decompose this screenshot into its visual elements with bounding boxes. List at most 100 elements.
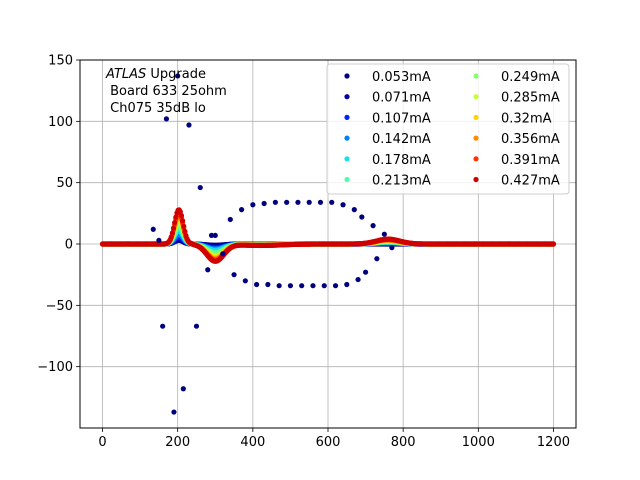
legend-item: 0.427mA xyxy=(473,174,560,189)
legend-marker xyxy=(473,156,479,162)
legend-label: 0.32mA xyxy=(501,111,552,126)
legend-marker xyxy=(344,135,350,141)
data-point xyxy=(170,225,177,231)
data-point xyxy=(172,219,178,226)
data-points xyxy=(99,73,557,415)
data-point xyxy=(344,281,350,288)
x-tick-label: 600 xyxy=(316,435,341,450)
data-point xyxy=(295,199,301,205)
legend-marker xyxy=(473,94,479,100)
legend-item: 0.285mA xyxy=(473,91,560,106)
y-tick-label: −50 xyxy=(46,299,73,314)
data-point xyxy=(168,234,174,240)
data-point xyxy=(340,202,346,208)
legend-marker xyxy=(473,114,479,120)
y-tick-label: 50 xyxy=(56,176,73,191)
data-point xyxy=(250,202,256,208)
data-point xyxy=(329,199,335,205)
data-point xyxy=(171,409,177,415)
data-point xyxy=(169,230,176,236)
data-point xyxy=(227,216,233,223)
data-point xyxy=(351,207,357,213)
legend-marker xyxy=(344,73,350,79)
legend-item: 0.249mA xyxy=(473,70,560,85)
data-point xyxy=(381,231,387,237)
x-tick-label: 1200 xyxy=(537,435,570,450)
legend-box xyxy=(326,63,570,195)
data-point xyxy=(261,200,267,207)
data-point xyxy=(299,283,305,289)
data-point xyxy=(276,283,282,289)
data-point xyxy=(242,278,248,284)
legend-label: 0.285mA xyxy=(501,91,560,106)
data-point xyxy=(186,122,192,128)
legend-marker xyxy=(344,94,350,100)
legend-marker xyxy=(344,156,350,162)
annotation-line-3: Ch075 35dB lo xyxy=(106,101,206,116)
x-tick-label: 0 xyxy=(98,435,106,450)
annotation-block: ATLAS Upgrade Board 633 25ohm Ch075 35dB… xyxy=(105,67,227,116)
legend-label: 0.427mA xyxy=(501,174,560,189)
legend-label: 0.142mA xyxy=(372,132,431,147)
legend-marker xyxy=(473,135,479,141)
data-point xyxy=(355,276,361,283)
data-point xyxy=(173,214,179,220)
data-point xyxy=(193,323,200,329)
data-point xyxy=(362,269,369,275)
legend: 0.053mA 0.071mA 0.107mA 0.142mA 0.178mA 0.213… xyxy=(326,63,570,195)
annotation-line-1: ATLAS Upgrade xyxy=(105,67,206,82)
x-tick-label: 1000 xyxy=(462,435,495,450)
legend-item: 0.071mA xyxy=(344,91,431,106)
y-tick-label: 100 xyxy=(48,115,73,130)
legend-item: 0.053mA xyxy=(344,70,431,85)
y-tick-label: −100 xyxy=(37,360,73,375)
legend-label: 0.213mA xyxy=(372,174,431,189)
data-point xyxy=(208,232,215,239)
data-point xyxy=(550,241,557,247)
legend-items: 0.053mA 0.071mA 0.107mA 0.142mA 0.178mA 0.213… xyxy=(344,70,560,189)
data-point xyxy=(265,281,271,288)
data-point xyxy=(332,283,339,289)
annotation-upgrade: Upgrade xyxy=(146,67,206,82)
data-point xyxy=(287,283,294,289)
x-tick-label: 400 xyxy=(240,435,265,450)
data-point xyxy=(220,251,226,257)
data-point xyxy=(175,73,181,79)
x-tick-label: 800 xyxy=(391,435,416,450)
legend-marker xyxy=(344,176,350,183)
legend-item: 0.356mA xyxy=(473,132,560,147)
data-point xyxy=(321,283,327,289)
data-point xyxy=(182,228,188,234)
legend-item: 0.391mA xyxy=(473,153,560,168)
legend-label: 0.249mA xyxy=(501,70,560,85)
data-point xyxy=(317,199,324,205)
data-point xyxy=(180,386,186,392)
data-point xyxy=(310,283,316,289)
legend-item: 0.178mA xyxy=(344,153,431,168)
legend-marker xyxy=(473,73,479,79)
data-point xyxy=(374,256,380,262)
annotation-atlas: ATLAS xyxy=(105,67,146,82)
series-outliers xyxy=(150,73,395,415)
data-point xyxy=(181,223,187,229)
data-point xyxy=(150,226,156,232)
legend-label: 0.391mA xyxy=(501,153,560,168)
data-point xyxy=(197,184,203,191)
data-point xyxy=(156,237,162,243)
y-tick-label: 150 xyxy=(48,54,73,69)
legend-label: 0.107mA xyxy=(372,111,431,126)
data-point xyxy=(284,199,290,205)
legend-item: 0.32mA xyxy=(473,111,552,126)
y-tick-label: 0 xyxy=(65,238,73,253)
data-point xyxy=(177,209,183,215)
legend-label: 0.178mA xyxy=(372,153,431,168)
data-point xyxy=(231,272,237,278)
data-point xyxy=(272,199,278,205)
legend-item: 0.213mA xyxy=(344,174,431,189)
legend-marker xyxy=(344,114,350,120)
data-point xyxy=(238,207,245,213)
data-point xyxy=(178,213,185,219)
data-point xyxy=(254,281,260,288)
